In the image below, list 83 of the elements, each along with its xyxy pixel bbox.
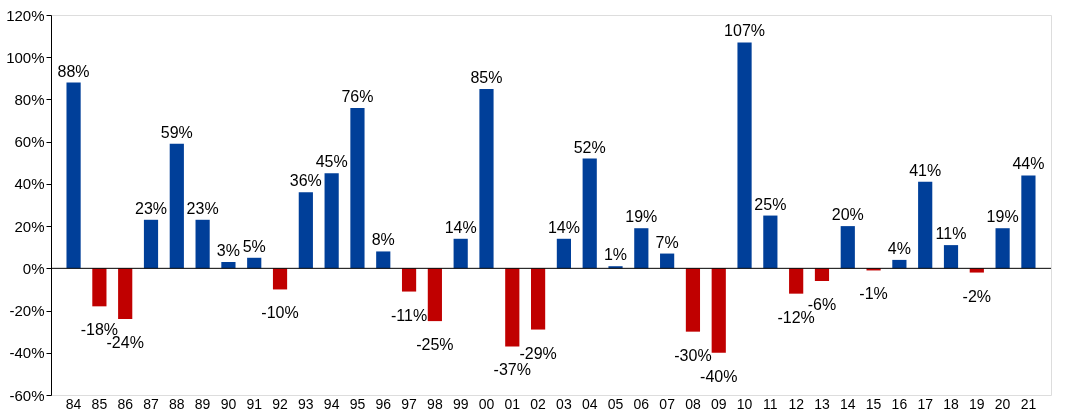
y-tick-label: -60% bbox=[9, 386, 45, 404]
data-label: 23% bbox=[134, 199, 168, 217]
x-tick-label: 87 bbox=[143, 395, 159, 412]
data-label: 7% bbox=[655, 233, 679, 251]
data-label: -11% bbox=[390, 306, 428, 324]
data-label: 8% bbox=[371, 231, 395, 249]
data-label: 44% bbox=[1012, 155, 1045, 173]
x-tick-label: 06 bbox=[633, 395, 650, 412]
data-label: 45% bbox=[315, 153, 348, 171]
data-label: 4% bbox=[887, 239, 911, 257]
data-label: 59% bbox=[160, 123, 193, 141]
data-label: 52% bbox=[573, 138, 606, 156]
x-tick-label: 15 bbox=[865, 395, 882, 412]
data-label: 41% bbox=[909, 161, 942, 179]
x-tick-label: 01 bbox=[504, 395, 521, 412]
data-label: -25% bbox=[416, 336, 454, 354]
x-tick-label: 12 bbox=[788, 395, 805, 412]
data-label: -24% bbox=[106, 334, 144, 351]
y-tick-label: 80% bbox=[14, 90, 45, 108]
y-tick-label: -20% bbox=[9, 302, 45, 320]
y-tick-label: 40% bbox=[14, 175, 45, 193]
data-label: 14% bbox=[547, 218, 580, 236]
data-label: -30% bbox=[674, 346, 712, 364]
y-tick-label: 60% bbox=[14, 133, 45, 151]
x-tick-label: 91 bbox=[246, 395, 263, 412]
data-label: 14% bbox=[444, 218, 477, 236]
data-label: 36% bbox=[289, 172, 322, 190]
x-tick-label: 13 bbox=[814, 395, 830, 412]
data-label: -40% bbox=[700, 367, 738, 385]
x-tick-label: 14 bbox=[839, 395, 856, 412]
x-tick-label: 96 bbox=[375, 395, 392, 412]
data-label: 25% bbox=[754, 195, 787, 213]
x-tick-label: 09 bbox=[710, 395, 727, 412]
data-label: -1% bbox=[859, 285, 888, 303]
y-tick-label: 120% bbox=[6, 6, 45, 24]
x-tick-label: 08 bbox=[685, 395, 701, 412]
data-label: 19% bbox=[986, 208, 1019, 226]
data-label: 3% bbox=[216, 242, 240, 259]
data-label: 88% bbox=[57, 62, 90, 80]
data-label: 5% bbox=[242, 237, 266, 255]
data-label: 19% bbox=[625, 208, 658, 226]
x-tick-label: 98 bbox=[427, 395, 443, 412]
data-label: -10% bbox=[261, 304, 299, 322]
x-tick-label: 00 bbox=[478, 395, 495, 412]
x-tick-label: 05 bbox=[607, 395, 624, 412]
x-tick-label: 95 bbox=[349, 395, 366, 412]
x-tick-label: 11 bbox=[763, 395, 778, 412]
x-tick-label: 84 bbox=[65, 395, 82, 412]
data-label: 107% bbox=[724, 22, 766, 40]
x-tick-label: 07 bbox=[659, 395, 676, 412]
x-tick-label: 89 bbox=[194, 395, 211, 412]
x-tick-label: 04 bbox=[581, 395, 598, 412]
x-tick-label: 99 bbox=[452, 395, 469, 412]
data-label: -37% bbox=[493, 361, 531, 379]
y-tick-label: 20% bbox=[14, 217, 45, 235]
data-label: 23% bbox=[186, 199, 219, 217]
x-tick-label: 97 bbox=[401, 395, 418, 412]
x-tick-label: 86 bbox=[117, 395, 134, 412]
x-tick-label: 92 bbox=[272, 395, 289, 412]
x-tick-label: 93 bbox=[298, 395, 314, 412]
x-tick-label: 10 bbox=[736, 395, 753, 412]
data-label: 20% bbox=[831, 206, 864, 224]
x-tick-label: 02 bbox=[530, 395, 547, 412]
y-tick-label: 0% bbox=[22, 259, 45, 277]
data-label: 1% bbox=[603, 246, 628, 264]
data-label: -29% bbox=[519, 344, 557, 362]
x-tick-label: 20 bbox=[994, 395, 1011, 412]
x-tick-label: 18 bbox=[943, 395, 959, 412]
x-tick-label: 88 bbox=[169, 395, 185, 412]
x-tick-label: 19 bbox=[969, 395, 985, 412]
x-tick-label: 16 bbox=[891, 395, 908, 412]
data-label: 11% bbox=[935, 225, 967, 243]
y-tick-label: 100% bbox=[6, 48, 45, 66]
x-tick-label: 21 bbox=[1020, 395, 1037, 412]
x-tick-label: 17 bbox=[917, 395, 934, 412]
x-tick-label: 85 bbox=[91, 395, 108, 412]
y-tick-label: -40% bbox=[9, 344, 45, 362]
data-label: 85% bbox=[470, 68, 503, 86]
x-tick-label: 94 bbox=[323, 395, 340, 412]
x-tick-label: 03 bbox=[556, 395, 572, 412]
data-label: -2% bbox=[962, 287, 992, 305]
x-tick-label: 90 bbox=[220, 395, 237, 412]
data-label: 76% bbox=[341, 87, 374, 105]
